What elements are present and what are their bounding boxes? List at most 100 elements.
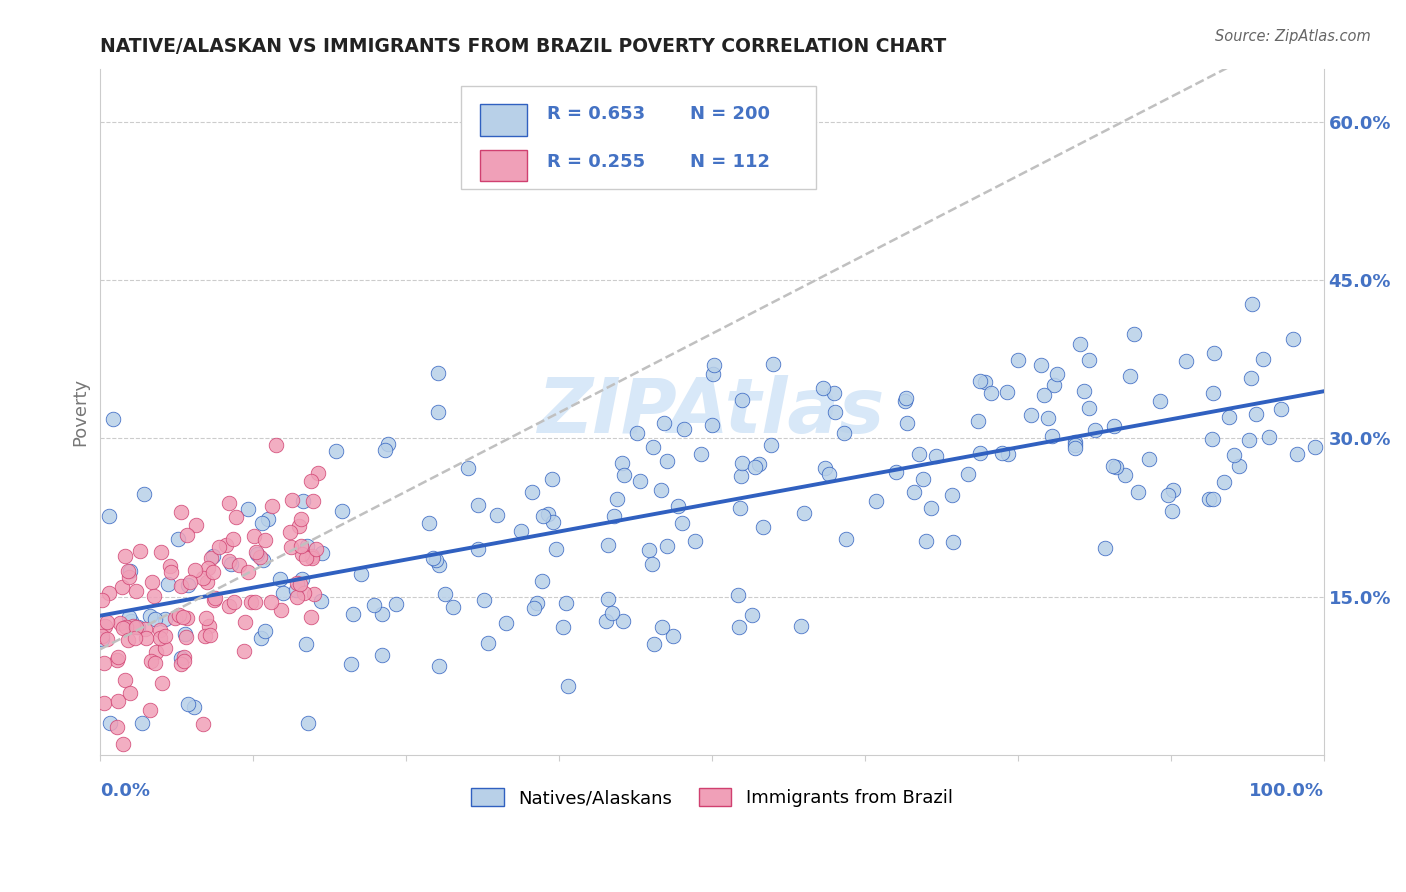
- Point: [145, 656, 167, 670]
- Point: [441, 599, 464, 614]
- FancyBboxPatch shape: [479, 150, 527, 181]
- Point: [350, 567, 373, 582]
- Point: [170, 579, 193, 593]
- Point: [290, 512, 312, 526]
- Point: [1241, 296, 1264, 310]
- Point: [96, 632, 118, 646]
- Point: [131, 716, 153, 731]
- Point: [1282, 332, 1305, 346]
- Point: [557, 679, 579, 693]
- Point: [1246, 407, 1268, 421]
- Point: [139, 608, 162, 623]
- Point: [111, 580, 134, 594]
- Point: [486, 508, 509, 523]
- Point: [1105, 459, 1128, 474]
- Point: [997, 447, 1019, 461]
- Point: [236, 502, 259, 516]
- Text: ZIPAtlas: ZIPAtlas: [538, 375, 886, 449]
- Point: [1251, 351, 1274, 366]
- Point: [541, 472, 564, 486]
- Point: [139, 654, 162, 668]
- Point: [1303, 440, 1326, 454]
- Point: [301, 494, 323, 508]
- Point: [118, 610, 141, 624]
- Point: [90, 629, 112, 643]
- Point: [159, 559, 181, 574]
- Point: [184, 563, 207, 577]
- Point: [741, 608, 763, 623]
- Point: [186, 518, 208, 533]
- Point: [1040, 428, 1063, 442]
- Point: [371, 648, 394, 662]
- Point: [254, 533, 277, 548]
- Point: [1084, 423, 1107, 437]
- Point: [495, 615, 517, 630]
- Point: [1213, 475, 1236, 489]
- Point: [219, 557, 242, 571]
- Point: [526, 596, 548, 610]
- Point: [969, 446, 991, 460]
- Point: [218, 599, 240, 613]
- Point: [1198, 492, 1220, 507]
- Point: [264, 437, 287, 451]
- Point: [134, 622, 156, 636]
- Point: [153, 640, 176, 655]
- Point: [125, 584, 148, 599]
- Point: [262, 499, 284, 513]
- Point: [523, 601, 546, 615]
- Point: [595, 614, 617, 628]
- Point: [111, 737, 134, 751]
- Point: [427, 558, 450, 572]
- Point: [751, 519, 773, 533]
- Point: [145, 645, 167, 659]
- Point: [98, 508, 121, 523]
- Point: [167, 532, 190, 546]
- Point: [509, 524, 531, 539]
- Point: [115, 620, 138, 634]
- Point: [197, 560, 219, 574]
- Point: [896, 416, 918, 430]
- Point: [149, 631, 172, 645]
- Point: [1064, 438, 1087, 452]
- Point: [643, 440, 665, 454]
- Point: [761, 438, 783, 452]
- Text: Source: ZipAtlas.com: Source: ZipAtlas.com: [1215, 29, 1371, 44]
- Point: [731, 393, 754, 408]
- Point: [292, 586, 315, 600]
- Point: [1077, 401, 1099, 415]
- Point: [1161, 483, 1184, 497]
- Text: NATIVE/ALASKAN VS IMMIGRANTS FROM BRAZIL POVERTY CORRELATION CHART: NATIVE/ALASKAN VS IMMIGRANTS FROM BRAZIL…: [100, 37, 946, 56]
- Point: [149, 623, 172, 637]
- Point: [176, 611, 198, 625]
- Point: [105, 653, 128, 667]
- Point: [371, 607, 394, 621]
- Point: [425, 553, 447, 567]
- Point: [603, 508, 626, 523]
- Point: [728, 501, 751, 516]
- Point: [748, 458, 770, 472]
- Point: [1258, 429, 1281, 443]
- Point: [173, 654, 195, 668]
- Point: [1038, 411, 1060, 425]
- Point: [1019, 409, 1042, 423]
- Point: [142, 589, 165, 603]
- Text: 100.0%: 100.0%: [1249, 782, 1323, 800]
- Point: [202, 566, 225, 580]
- Point: [285, 591, 308, 605]
- Point: [252, 553, 274, 567]
- Point: [966, 414, 988, 428]
- Point: [128, 543, 150, 558]
- Point: [1029, 358, 1052, 372]
- Point: [744, 459, 766, 474]
- Point: [974, 376, 997, 390]
- Point: [612, 615, 634, 629]
- Point: [377, 436, 399, 450]
- Point: [280, 540, 302, 554]
- Point: [1149, 394, 1171, 409]
- Point: [474, 593, 496, 607]
- Point: [1201, 433, 1223, 447]
- Point: [673, 422, 696, 436]
- Point: [818, 467, 841, 482]
- Point: [363, 598, 385, 612]
- Point: [467, 499, 489, 513]
